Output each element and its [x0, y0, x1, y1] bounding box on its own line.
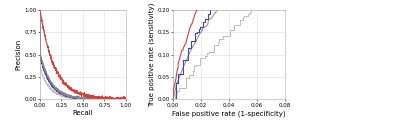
X-axis label: False positive rate (1-specificity): False positive rate (1-specificity)	[172, 110, 286, 117]
Legend: best-subtype-average, average, max5-average, max: best-subtype-average, average, max5-aver…	[332, 9, 400, 44]
Y-axis label: True positive rate (sensitivity): True positive rate (sensitivity)	[148, 2, 154, 107]
X-axis label: Recall: Recall	[72, 110, 93, 116]
Y-axis label: Precision: Precision	[16, 39, 22, 70]
